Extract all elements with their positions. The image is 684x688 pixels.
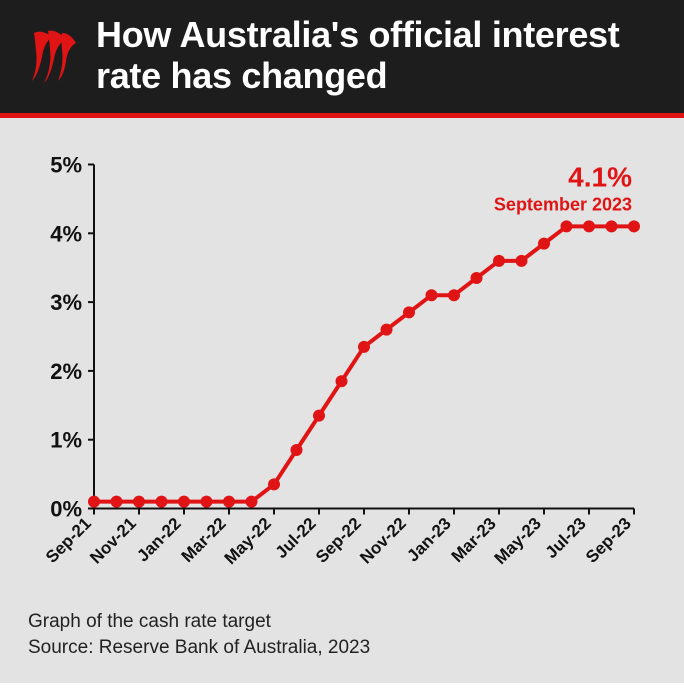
chart-footer: Graph of the cash rate target Source: Re… [0,603,684,688]
x-tick-label: Sep-22 [312,514,365,567]
sbs-logo-icon [22,27,78,83]
data-point [223,495,235,507]
x-tick-label: Mar-22 [178,514,230,566]
data-point [516,255,528,267]
data-point [268,478,280,490]
data-point [561,220,573,232]
data-point [403,306,415,318]
data-point [583,220,595,232]
data-point [538,237,550,249]
annotation-value: 4.1% [568,161,632,192]
y-tick-label: 5% [50,152,82,177]
y-tick-label: 3% [50,290,82,315]
header: How Australia's official interest rate h… [0,0,684,118]
line-chart: 0%1%2%3%4%5%Sep-21Nov-21Jan-22Mar-22May-… [8,148,654,593]
data-point [111,495,123,507]
chart-area: 0%1%2%3%4%5%Sep-21Nov-21Jan-22Mar-22May-… [0,118,684,603]
chart-title: How Australia's official interest rate h… [96,14,662,97]
x-tick-label: May-22 [221,514,275,568]
data-point [201,495,213,507]
chart-source: Source: Reserve Bank of Australia, 2023 [28,635,656,662]
data-point [156,495,168,507]
y-tick-label: 4% [50,221,82,246]
data-point [448,289,460,301]
y-tick-label: 2% [50,359,82,384]
x-tick-label: Jan-23 [403,514,455,566]
annotation-date: September 2023 [494,194,632,214]
data-point [628,220,640,232]
data-point [246,495,258,507]
data-point [133,495,145,507]
x-tick-label: May-23 [491,514,545,568]
x-tick-label: Nov-22 [356,514,410,568]
x-tick-label: Mar-23 [448,514,500,566]
data-point [291,444,303,456]
x-tick-label: Sep-23 [582,514,635,567]
x-tick-label: Sep-21 [42,514,95,567]
data-point [178,495,190,507]
infographic-root: How Australia's official interest rate h… [0,0,684,683]
data-point [493,255,505,267]
data-point [88,495,100,507]
data-point [336,375,348,387]
chart-subtitle: Graph of the cash rate target [28,609,656,636]
x-tick-label: Nov-21 [86,514,140,568]
data-point [606,220,618,232]
rate-line [94,226,634,501]
data-point [381,323,393,335]
data-point [313,409,325,421]
data-point [358,341,370,353]
data-point [471,272,483,284]
data-point [426,289,438,301]
y-tick-label: 1% [50,427,82,452]
x-tick-label: Jan-22 [133,514,185,566]
